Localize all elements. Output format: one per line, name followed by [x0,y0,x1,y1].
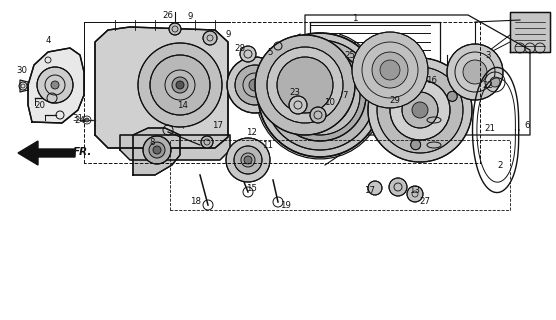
Circle shape [241,153,255,167]
Circle shape [143,136,171,164]
Text: 23: 23 [290,87,300,97]
Text: 25: 25 [345,51,355,60]
Circle shape [402,92,438,128]
Circle shape [390,80,450,140]
Text: 13: 13 [410,186,420,195]
Text: 30: 30 [17,66,27,75]
Circle shape [153,146,161,154]
Text: 9: 9 [187,12,193,20]
Circle shape [172,77,188,93]
Text: 10: 10 [325,98,335,107]
Text: 7: 7 [342,91,348,100]
Circle shape [377,67,463,153]
Circle shape [267,47,343,123]
Text: 14: 14 [177,100,188,109]
Circle shape [310,107,326,123]
Text: 28: 28 [235,44,246,52]
Circle shape [463,60,487,84]
Circle shape [249,79,261,91]
Polygon shape [28,48,84,123]
Text: 15: 15 [246,183,257,193]
Text: 11: 11 [262,140,274,149]
Text: 26: 26 [162,11,173,20]
Text: 12: 12 [246,127,257,137]
Circle shape [258,33,382,157]
Circle shape [380,60,400,80]
Circle shape [306,81,334,109]
Polygon shape [510,12,550,52]
Circle shape [447,92,457,101]
Circle shape [226,138,270,182]
Text: 1: 1 [353,13,358,22]
Circle shape [387,84,397,94]
Text: 5: 5 [267,47,273,57]
Circle shape [240,46,256,62]
Circle shape [265,40,375,150]
Text: 16: 16 [426,76,438,84]
Circle shape [277,57,333,113]
Circle shape [150,55,210,115]
Circle shape [312,87,328,103]
Text: FR.: FR. [73,147,92,157]
Text: 24: 24 [75,116,86,124]
Polygon shape [20,80,28,92]
Circle shape [389,178,407,196]
Circle shape [227,57,283,113]
Text: 8: 8 [149,138,155,147]
Text: 2: 2 [497,161,503,170]
Text: 31: 31 [72,114,83,123]
Circle shape [149,142,165,158]
Circle shape [288,63,352,127]
Circle shape [352,32,428,108]
Text: 9: 9 [225,29,231,38]
Circle shape [372,52,408,88]
Circle shape [235,65,275,105]
Text: 3: 3 [485,51,491,60]
Circle shape [289,96,307,114]
Circle shape [368,58,472,162]
Circle shape [280,55,360,135]
Text: 17: 17 [365,186,375,195]
Text: 4: 4 [45,36,51,44]
Text: 27: 27 [419,197,430,206]
Circle shape [255,35,355,135]
Circle shape [316,91,324,99]
Circle shape [201,136,213,148]
Text: 29: 29 [390,95,400,105]
Circle shape [138,43,222,127]
Circle shape [51,81,59,89]
Circle shape [407,186,423,202]
Circle shape [490,77,500,87]
Polygon shape [120,135,230,160]
Circle shape [274,49,366,141]
Text: 21: 21 [484,124,495,132]
Text: 22: 22 [483,81,494,90]
Circle shape [234,146,262,174]
Circle shape [85,118,89,122]
Circle shape [411,140,421,150]
Polygon shape [95,27,228,148]
Circle shape [176,81,184,89]
Circle shape [447,44,503,100]
Polygon shape [18,141,75,165]
Text: 18: 18 [191,197,201,206]
Text: 19: 19 [280,201,290,210]
Circle shape [368,181,382,195]
Circle shape [37,67,73,103]
Text: 6: 6 [524,121,530,130]
Circle shape [203,31,217,45]
Circle shape [244,156,252,164]
Polygon shape [133,128,180,175]
Text: 17: 17 [212,121,224,130]
Circle shape [169,23,181,35]
Text: 20: 20 [34,100,46,109]
Circle shape [412,102,428,118]
